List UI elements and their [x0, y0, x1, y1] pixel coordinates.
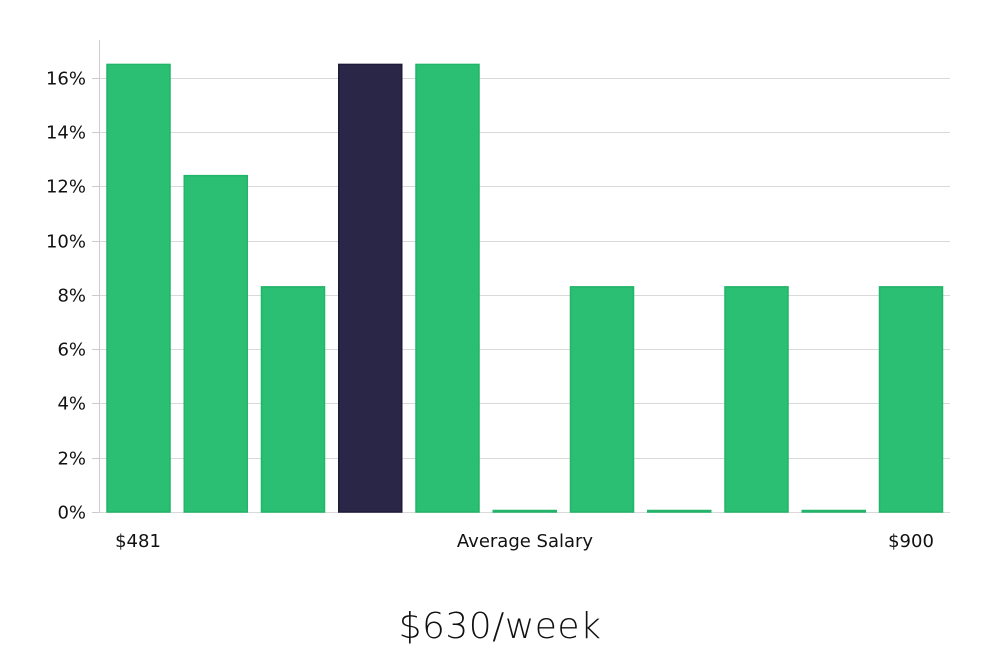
bar-highlighted [338, 63, 403, 513]
x-start-label: $481 [115, 531, 161, 552]
bar [801, 509, 866, 513]
bar [415, 63, 480, 513]
x-axis-label: Average Salary [457, 531, 594, 552]
y-tick-label: 10% [46, 232, 86, 253]
y-tick-label: 8% [57, 286, 86, 307]
salary-histogram: 0% 2% 4% 6% 8% 10% 12% 14% 16% $481 Average Sala… [46, 40, 950, 552]
bar [106, 63, 171, 513]
y-tick-label: 16% [46, 69, 86, 90]
y-tick-label: 12% [46, 177, 86, 198]
x-end-label: $900 [888, 531, 934, 552]
y-tick-label: 6% [57, 340, 86, 361]
bar [878, 286, 944, 513]
y-tick-label: 14% [46, 123, 86, 144]
bar [260, 286, 326, 513]
average-salary-value: $630/week [398, 606, 602, 647]
bar [569, 286, 635, 513]
bar [183, 174, 248, 513]
y-tick-label: 2% [57, 449, 86, 470]
bar [647, 509, 712, 513]
y-axis-ticks: 0% 2% 4% 6% 8% 10% 12% 14% 16% [46, 69, 100, 524]
bar [492, 509, 557, 513]
bar [724, 286, 789, 513]
y-tick-label: 4% [57, 394, 86, 415]
bars [106, 63, 944, 513]
y-tick-label: 0% [57, 503, 86, 524]
